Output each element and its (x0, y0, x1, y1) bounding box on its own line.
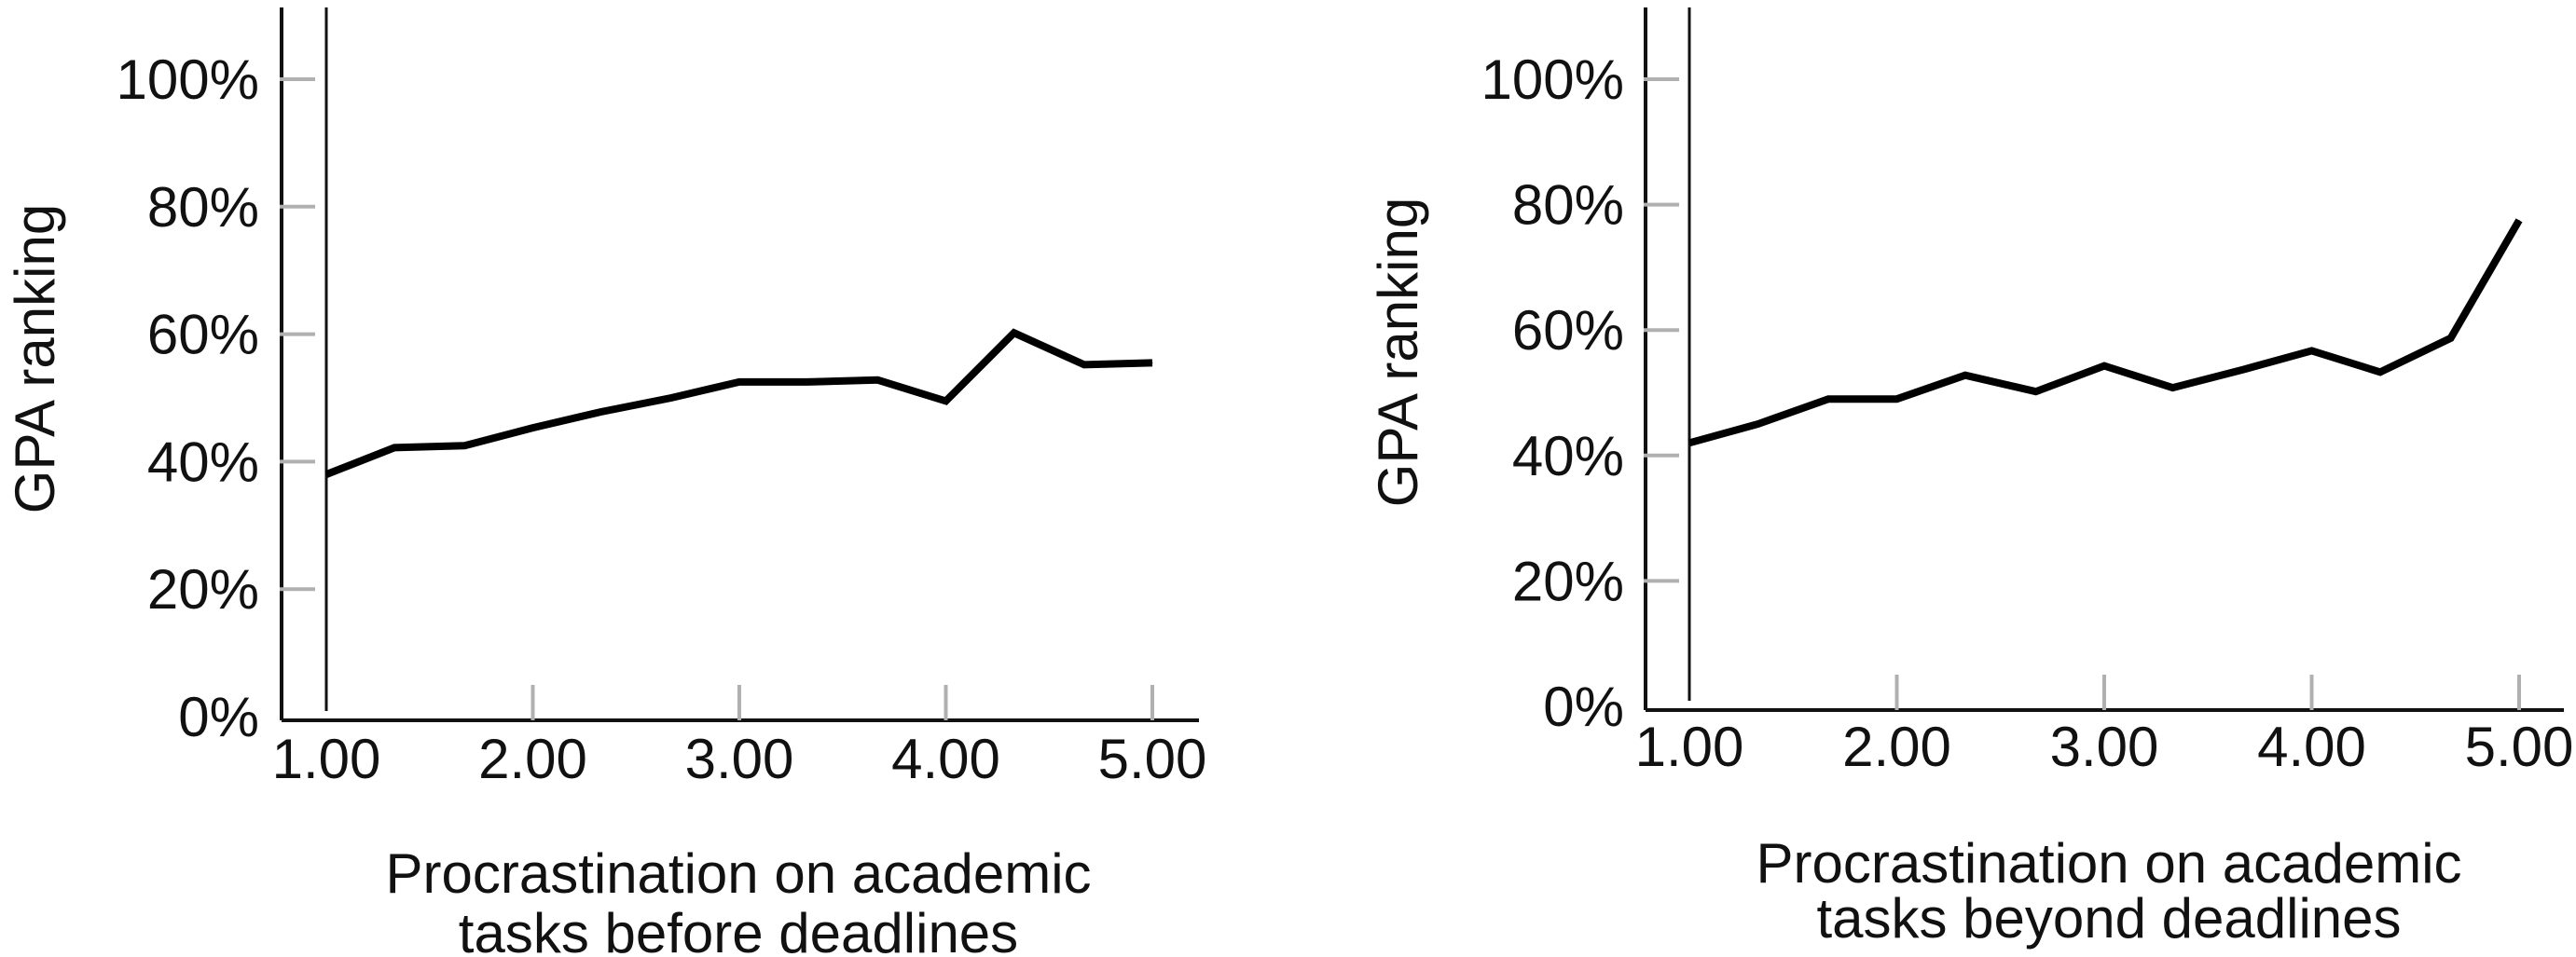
y-tick-label: 80% (1512, 174, 1624, 237)
data-point (945, 400, 946, 402)
data-point (738, 381, 740, 383)
y-tick-label: 40% (1512, 425, 1624, 487)
data-point (1756, 423, 1758, 425)
x-tick-label: 3.00 (685, 728, 794, 790)
x-tick-label: 5.00 (1098, 728, 1207, 790)
data-point (532, 427, 533, 429)
y-tick-label: 100% (117, 48, 259, 111)
series-line (1687, 218, 2523, 447)
y-tick-label: 20% (1512, 550, 1624, 612)
x-tick-label: 2.00 (478, 728, 587, 790)
y-tick-label: 60% (147, 304, 259, 366)
x-tick-label: 1.00 (272, 728, 381, 790)
data-point (393, 446, 395, 448)
chart-panel-before-deadlines: 0% 20% 40% 60% 80% 100% 1.00 2.00 3.00 4.00 5.00 GP… (4, 7, 1206, 957)
y-tick-label: 0% (178, 686, 259, 748)
data-point (463, 444, 465, 446)
x-tick-label: 2.00 (1842, 716, 1951, 778)
x-tick-label: 1.00 (1635, 716, 1744, 778)
x-axis-title-line: Procrastination on academic (1756, 832, 2461, 895)
data-point (2450, 337, 2452, 339)
y-tick-label: 0% (1543, 676, 1624, 738)
data-point (876, 379, 878, 381)
data-point (2103, 365, 2105, 367)
chart-panel-beyond-deadlines: 0% 20% 40% 60% 80% 100% 1.00 2.00 3.00 4.00 5.00 GP… (1367, 7, 2573, 950)
x-axis-title-line: tasks before deadlines (459, 902, 1018, 957)
data-point (325, 473, 327, 475)
x-axis-title-line: tasks beyond deadlines (1816, 887, 2401, 950)
x-tick-label: 5.00 (2465, 716, 2574, 778)
data-point (1151, 362, 1153, 363)
data-point (2379, 371, 2381, 373)
y-axis-title: GPA ranking (4, 204, 66, 513)
data-point (2242, 369, 2244, 371)
data-point (1896, 398, 1897, 400)
data-point (2035, 390, 2037, 392)
data-point (2518, 219, 2520, 221)
series-line (324, 328, 1153, 478)
data-point (2311, 349, 2312, 351)
data-point (1083, 363, 1085, 365)
x-tick-label: 3.00 (2050, 716, 2159, 778)
data-point (1964, 375, 1966, 376)
y-tick-label: 80% (147, 176, 259, 239)
data-point (600, 411, 602, 413)
x-tick-label: 4.00 (2257, 716, 2366, 778)
y-tick-label: 60% (1512, 299, 1624, 362)
data-point (1827, 398, 1829, 400)
y-tick-label: 40% (147, 431, 259, 493)
y-tick-label: 20% (147, 558, 259, 621)
data-point (806, 381, 808, 383)
x-axis-title-line: Procrastination on academic (385, 842, 1091, 905)
data-point (2171, 387, 2173, 389)
x-tick-label: 4.00 (891, 728, 1000, 790)
y-tick-label: 100% (1481, 48, 1624, 111)
y-axis-title: GPA ranking (1367, 198, 1429, 507)
data-point (1688, 442, 1690, 444)
data-point (1013, 332, 1015, 334)
data-point (670, 397, 672, 399)
